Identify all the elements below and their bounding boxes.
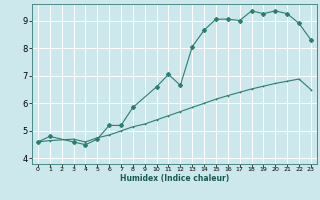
X-axis label: Humidex (Indice chaleur): Humidex (Indice chaleur): [120, 174, 229, 183]
